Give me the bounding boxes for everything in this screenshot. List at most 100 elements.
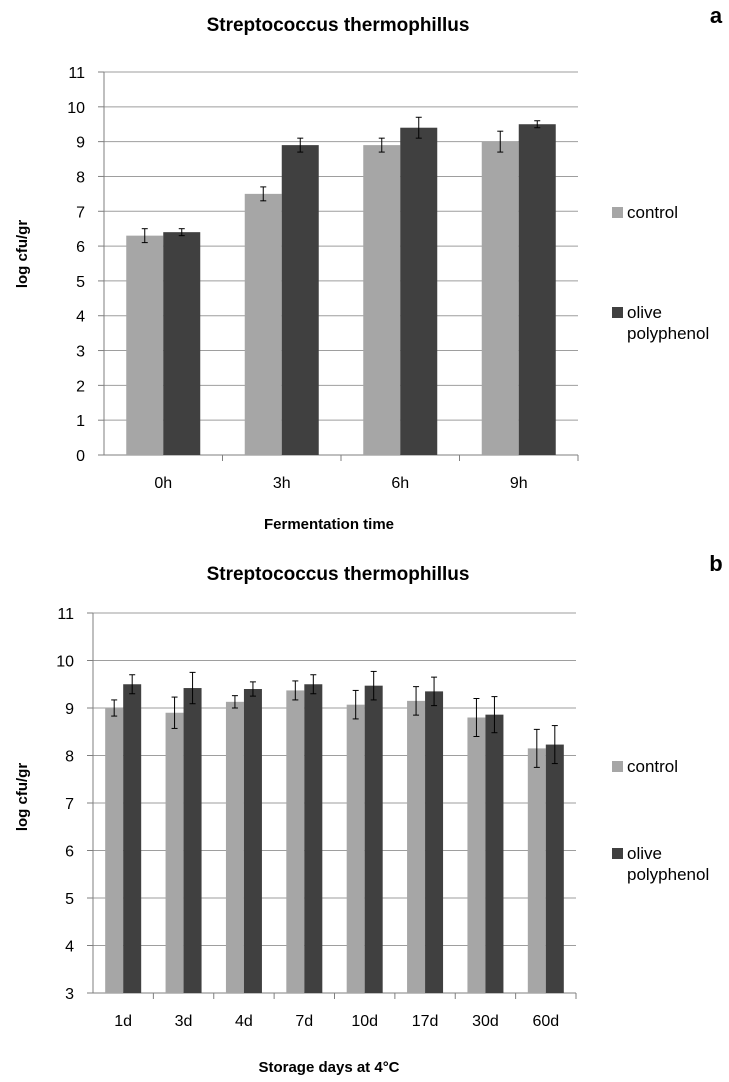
chart-b-error-bar bbox=[473, 698, 480, 737]
chart-b-xtick-label: 60d bbox=[532, 1013, 559, 1030]
chart-a-xtick-label: 9h bbox=[510, 475, 528, 492]
chart-b-xtick-label: 1d bbox=[114, 1013, 132, 1030]
chart-b-ytick-label: 5 bbox=[65, 891, 74, 908]
chart-a-error-bar bbox=[497, 130, 504, 153]
chart-a-ylabel: log cfu/gr bbox=[14, 220, 31, 288]
chart-a-legend-swatch bbox=[612, 207, 623, 218]
chart-b-ytick-label: 3 bbox=[65, 986, 74, 1003]
chart-b-bar-control bbox=[286, 690, 305, 993]
chart-b-bar-olive-polyphenol bbox=[364, 685, 383, 993]
chart-a-ytick-label: 5 bbox=[76, 274, 85, 291]
chart-b-error-bar bbox=[292, 680, 299, 701]
chart-b-bar-control bbox=[346, 704, 365, 993]
chart-a-xtick-label: 0h bbox=[154, 475, 172, 492]
chart-a-bar-control bbox=[363, 145, 401, 456]
chart-b-xtick-label: 10d bbox=[351, 1013, 378, 1030]
chart-a-ytick-label: 1 bbox=[76, 413, 85, 430]
chart-b-error-bar bbox=[533, 728, 540, 768]
chart-b-legend-label: control bbox=[627, 757, 678, 776]
chart-b-ytick-label: 7 bbox=[65, 796, 74, 813]
chart-a-panel-label: a bbox=[710, 3, 723, 28]
chart-a-error-bar bbox=[260, 186, 267, 202]
chart-a-error-bar bbox=[534, 120, 541, 129]
chart-b-error-bar bbox=[413, 686, 420, 716]
chart-b-ytick-label: 6 bbox=[65, 844, 74, 861]
chart-b-legend-swatch bbox=[612, 761, 623, 772]
chart-b-error-bar bbox=[352, 689, 359, 720]
chart-a-bar-olive-polyphenol bbox=[400, 127, 438, 455]
chart-b-error-bar bbox=[249, 681, 256, 697]
chart-b-ytick-label: 4 bbox=[65, 939, 74, 956]
chart-a-ytick-label: 11 bbox=[68, 65, 85, 82]
chart-b-error-bar bbox=[551, 725, 558, 765]
chart-a-legend-label: olive polyphenol bbox=[627, 303, 709, 343]
chart-a-plot: 0 1 2 3 4 5 6 7 8 9 10 11 0h 3h 6h 9h control olive polyph… bbox=[67, 65, 709, 492]
chart-b-error-bar bbox=[491, 696, 498, 734]
chart-b-legend-label: olive polyphenol bbox=[627, 844, 709, 884]
chart-b-error-bar bbox=[231, 695, 238, 709]
chart-a-ytick-label: 4 bbox=[76, 309, 85, 326]
chart-b-error-bar bbox=[310, 674, 317, 695]
chart-a-title: Streptococcus thermophillus bbox=[207, 15, 470, 36]
chart-b-error-bar bbox=[431, 676, 438, 707]
chart-a-bar-olive-polyphenol bbox=[163, 232, 201, 455]
chart-a-ytick-label: 3 bbox=[76, 344, 85, 361]
chart-a-ytick-label: 2 bbox=[76, 378, 85, 395]
chart-a-legend-swatch bbox=[612, 307, 623, 318]
chart-a-ytick-label: 6 bbox=[76, 239, 85, 256]
chart-a-bar-olive-polyphenol bbox=[518, 124, 556, 456]
chart-a-bar-control bbox=[481, 141, 519, 456]
chart-b-bar-olive-polyphenol bbox=[243, 689, 262, 993]
chart-a-error-bar bbox=[178, 228, 185, 237]
chart-b-ytick-label: 10 bbox=[56, 654, 74, 671]
chart-a-bar-control bbox=[126, 235, 164, 455]
chart-b-error-bar bbox=[129, 674, 136, 695]
chart-a-bar-olive-polyphenol bbox=[281, 145, 319, 456]
chart-b-error-bar bbox=[111, 699, 118, 717]
chart-b-plot: 3 4 5 6 7 8 9 10 11 1d 3d 4d 7d 10d 17d 30d 60d control ol… bbox=[56, 606, 709, 1030]
chart-b-error-bar bbox=[171, 696, 178, 729]
chart-a-ytick-label: 9 bbox=[76, 135, 85, 152]
chart-b-xtick-label: 7d bbox=[295, 1013, 313, 1030]
chart-b-bar-control bbox=[225, 701, 244, 993]
chart-b-error-bar bbox=[370, 670, 377, 701]
chart-b-xtick-label: 3d bbox=[175, 1013, 193, 1030]
chart-b-ylabel: log cfu/gr bbox=[14, 763, 31, 831]
chart-b-xlabel: Storage days at 4°C bbox=[258, 1059, 399, 1076]
chart-a-error-bar bbox=[141, 228, 148, 244]
chart-b-bar-control bbox=[165, 712, 184, 993]
chart-b-xtick-label: 17d bbox=[412, 1013, 439, 1030]
chart-b-bar-control bbox=[105, 708, 124, 993]
chart-a-bar-control bbox=[244, 193, 282, 455]
chart-a-ytick-label: 7 bbox=[76, 204, 85, 221]
chart-b-bar-olive-polyphenol bbox=[425, 691, 444, 993]
chart-b-bar-olive-polyphenol bbox=[304, 684, 323, 993]
chart-b-bar-olive-polyphenol bbox=[485, 714, 504, 993]
chart-a-error-bar bbox=[378, 137, 385, 153]
chart-a-ytick-label: 10 bbox=[67, 100, 85, 117]
chart-b-title: Streptococcus thermophillus bbox=[207, 564, 470, 585]
chart-b-ytick-label: 8 bbox=[65, 749, 74, 766]
chart-a-xtick-label: 3h bbox=[273, 475, 291, 492]
chart-b-panel-label: b bbox=[709, 551, 722, 576]
chart-b-legend-swatch bbox=[612, 848, 623, 859]
chart-b-bar-control bbox=[527, 748, 546, 993]
chart-b-ytick-label: 11 bbox=[57, 606, 74, 623]
chart-b-bar-olive-polyphenol bbox=[183, 688, 202, 993]
chart-b-xtick-label: 30d bbox=[472, 1013, 499, 1030]
chart-a-error-bar bbox=[415, 116, 422, 139]
chart-b-bar-olive-polyphenol bbox=[545, 744, 564, 993]
chart-a-ytick-label: 0 bbox=[76, 448, 85, 465]
chart-b-ytick-label: 9 bbox=[65, 701, 74, 718]
chart-b-bar-olive-polyphenol bbox=[123, 684, 142, 993]
chart-b-xtick-label: 4d bbox=[235, 1013, 253, 1030]
chart-a-error-bar bbox=[297, 137, 304, 153]
chart-b-error-bar bbox=[189, 671, 196, 705]
chart-b-bar-control bbox=[407, 700, 426, 993]
chart-b-bar-control bbox=[467, 717, 486, 993]
chart-a-xtick-label: 6h bbox=[391, 475, 409, 492]
chart-a-legend-label: control bbox=[627, 203, 678, 222]
chart-a-ytick-label: 8 bbox=[76, 169, 85, 186]
chart-a-xlabel: Fermentation time bbox=[264, 516, 394, 533]
